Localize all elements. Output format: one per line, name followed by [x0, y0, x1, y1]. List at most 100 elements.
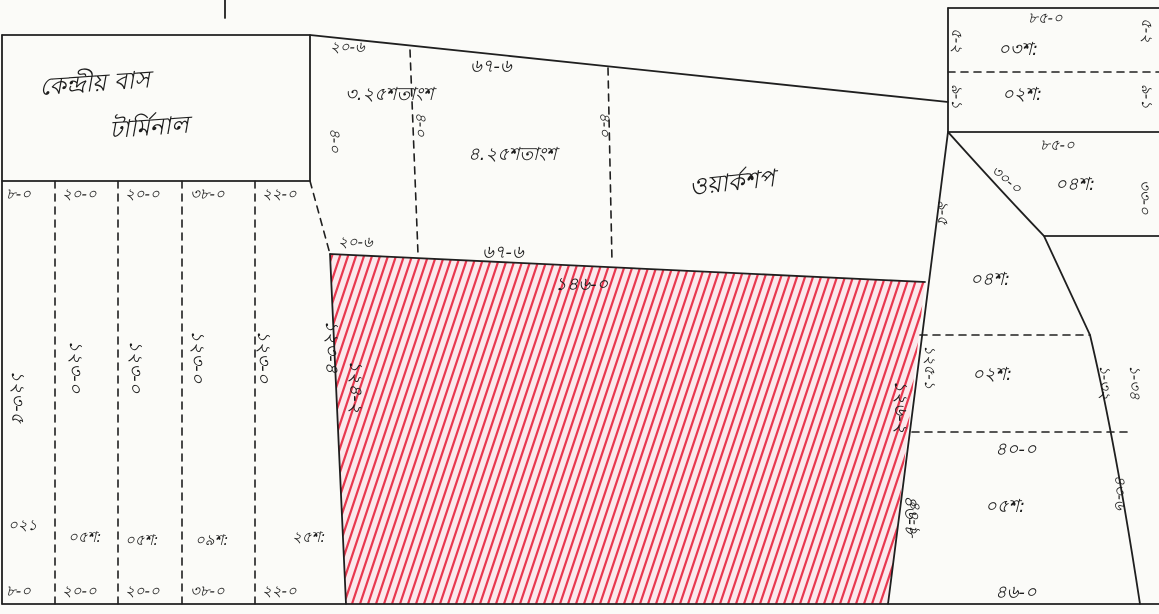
- hatched-plot: [190, 250, 1054, 610]
- side-dim-1: ৪-০: [326, 128, 344, 153]
- hatch-stroke: [636, 254, 760, 604]
- hatch-stroke: [372, 254, 496, 604]
- hatch-stroke: [540, 254, 664, 604]
- hatch-stroke: [436, 254, 560, 604]
- hatch-stroke: [652, 254, 776, 604]
- hatch-stroke: [748, 254, 872, 604]
- hatch-stroke: [668, 254, 792, 604]
- center-right-block-name: ওয়ার্কশপ: [688, 163, 781, 201]
- hatch-stroke: [380, 254, 504, 604]
- strip-length-5: ১২৩-০: [253, 330, 274, 384]
- hatch-stroke: [364, 254, 488, 604]
- strip-bottom-dim-4: ৩৮-০: [190, 582, 225, 600]
- right-plot-side-2: ১২৫-১: [921, 345, 939, 389]
- right-plot-side-5: ৪০-১: [906, 500, 924, 535]
- hatch-stroke: [908, 254, 925, 604]
- side-dim-2: ৪-০: [412, 112, 430, 137]
- top-right-top-dim: ৮৫-০: [1028, 9, 1063, 27]
- strip-bottom-dim-1: ৮-০: [6, 582, 31, 600]
- strip-top-dim-1: ৮-০: [6, 185, 31, 203]
- center-mid-area: ৪.২৫শতাংশ: [468, 144, 560, 165]
- hatch-stroke: [198, 250, 318, 610]
- strip-area-4: ০৯শ:: [195, 531, 228, 549]
- hatch-stroke: [500, 254, 624, 604]
- hatch-stroke: [330, 254, 448, 604]
- strip-area-2: ০৫শ:: [68, 528, 101, 546]
- hatch-stroke: [190, 250, 310, 610]
- top-right-side-3: ৯-১: [948, 84, 966, 109]
- hatch-stroke: [452, 254, 576, 604]
- hatch-stroke: [330, 254, 392, 604]
- hatch-stroke: [604, 254, 728, 604]
- right-plot-mid-dim: ৪০-০: [995, 439, 1037, 460]
- hatch-stroke: [330, 254, 424, 604]
- hatch-stroke: [764, 254, 888, 604]
- lower-dim-left: ২০-৬: [338, 233, 374, 251]
- hatch-stroke: [444, 254, 568, 604]
- hatch-stroke: [330, 254, 360, 604]
- hatch-stroke: [580, 254, 704, 604]
- hatch-stroke: [468, 254, 592, 604]
- hatch-stroke: [330, 254, 416, 604]
- hatch-stroke: [388, 254, 512, 604]
- hatch-stroke: [396, 254, 520, 604]
- hatch-stroke: [356, 254, 480, 604]
- hatch-stroke: [206, 250, 326, 610]
- right-plot-side-3: ১-৩২: [1096, 365, 1114, 400]
- hatch-stroke: [700, 254, 824, 604]
- hatch-bottom-right-dim: ৪৬-৮: [900, 495, 921, 539]
- hatch-stroke: [660, 254, 784, 604]
- plot-labels: কেন্দ্রীয় বাস টার্মিনাল ওয়ার্কশপ ২০-৬ …: [6, 9, 1156, 603]
- trapezoid-area: ০৪শ:: [1055, 174, 1095, 195]
- trapezoid-side-dim: ৩৩-০: [1136, 180, 1154, 215]
- strip-top-dim-2: ২০-০: [62, 185, 97, 203]
- side-dim-3: ৪-০: [596, 112, 614, 137]
- hatch-stroke: [844, 254, 925, 604]
- hatch-stroke: [628, 254, 752, 604]
- hatch-stroke: [676, 254, 800, 604]
- hatch-stroke: [836, 254, 925, 604]
- hatch-stroke: [330, 254, 376, 604]
- top-right-side-2: ৫-২: [1138, 18, 1156, 43]
- top-right-side-1: ৫-২: [948, 28, 966, 53]
- hatch-stroke: [716, 254, 840, 604]
- strip-length-3: ১২৩-০: [125, 340, 146, 394]
- strip-bottom-dim-5: ২২-০: [262, 582, 297, 600]
- strip-area-1: ০২১: [8, 516, 37, 534]
- hatch-stroke: [780, 254, 904, 604]
- hatch-stroke: [708, 254, 832, 604]
- strip-length-2: ১২৩-০: [65, 340, 86, 394]
- hatch-stroke: [924, 254, 925, 604]
- trapezoid-diag-dim: ৩০-০: [987, 161, 1025, 197]
- hatch-stroke: [460, 254, 584, 604]
- left-block-title-line-1: কেন্দ্রীয় বাস: [38, 63, 156, 101]
- hatch-stroke: [812, 254, 925, 604]
- strip-length-1: ১২৩-৫: [7, 370, 28, 425]
- strip-length-4: ১২৩-০: [187, 330, 208, 384]
- hatch-stroke: [868, 254, 925, 604]
- hatch-stroke: [332, 254, 456, 604]
- strip-top-dim-3: ২০-০: [125, 185, 160, 203]
- hatch-stroke: [516, 254, 640, 604]
- hatch-stroke: [934, 250, 1054, 610]
- strip-area-5: ২৫শ:: [292, 528, 325, 546]
- right-plot-area-3: ০৫শ:: [985, 496, 1025, 517]
- hatch-stroke: [524, 254, 648, 604]
- strip-bottom-dim-3: ২০-০: [125, 582, 160, 600]
- hatch-stroke: [412, 254, 536, 604]
- hatch-stroke: [724, 254, 848, 604]
- hatch-stroke: [916, 254, 925, 604]
- hatch-stroke: [330, 254, 336, 604]
- hatch-stroke: [788, 254, 912, 604]
- hatch-stroke: [330, 254, 368, 604]
- strip-top-dim-5: ২২-০: [262, 185, 297, 203]
- hatch-stroke: [588, 254, 712, 604]
- right-plot-area-2: ০২শ:: [972, 364, 1012, 385]
- highlight-label: ১৪৬-০: [555, 274, 609, 295]
- right-plot-area-1: ০৪শ:: [970, 269, 1010, 290]
- center-left-area: ৩.২৫শতাংশ: [345, 84, 437, 105]
- hatch-stroke: [796, 254, 920, 604]
- hatch-stroke: [684, 254, 808, 604]
